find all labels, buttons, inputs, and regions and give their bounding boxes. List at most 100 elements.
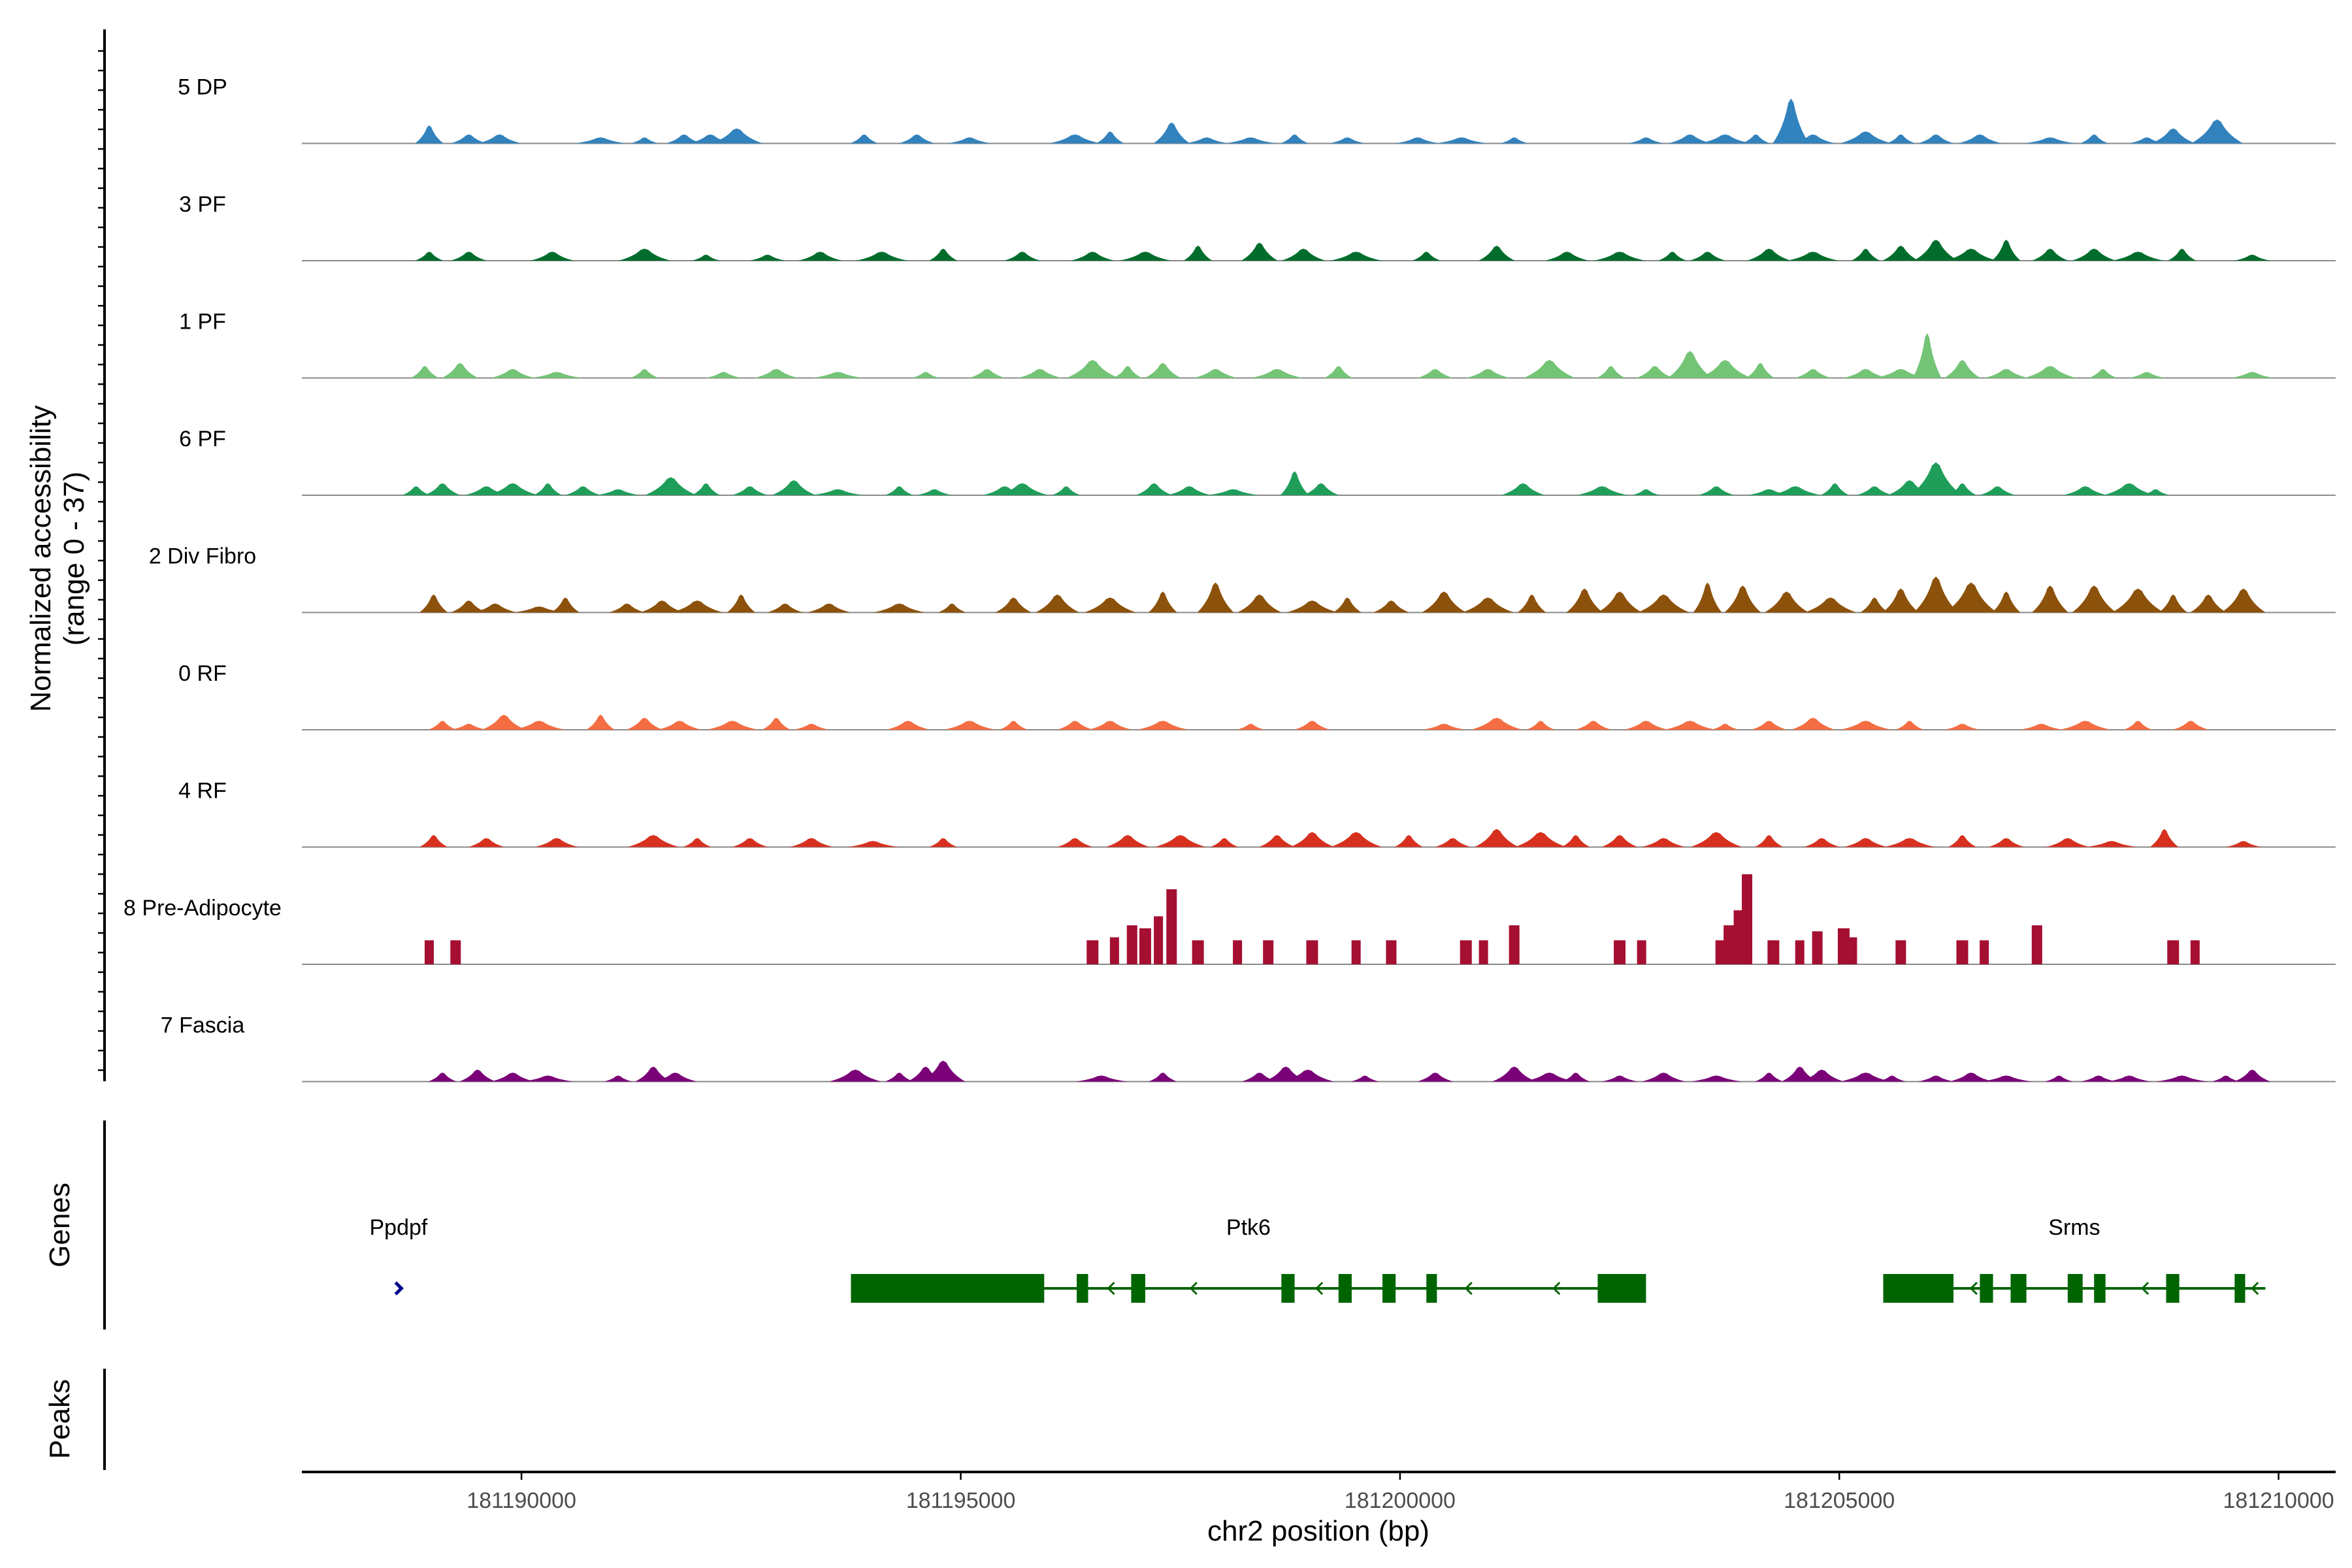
signal-peak [1566, 588, 1603, 613]
signal-peak [450, 134, 487, 144]
signal-peak [1193, 368, 1238, 378]
signal-peak [533, 483, 563, 495]
gene-ptk6: Ptk6 [851, 1215, 1646, 1303]
signal-peak [1250, 368, 1303, 378]
signal-peak [1799, 1070, 1844, 1082]
signal-peak [1280, 134, 1309, 144]
signal-peak [798, 252, 843, 261]
track-label: 6 PF [179, 427, 226, 451]
signal-peak [1526, 721, 1556, 730]
signal-peak [618, 248, 671, 261]
signal-peak [1596, 366, 1625, 378]
signal-peak [419, 594, 448, 613]
signal-block [1154, 916, 1164, 964]
signal-peak [1561, 835, 1590, 847]
signal-peak [627, 835, 679, 847]
signal-peak [1984, 368, 2029, 378]
signal-peak [2045, 838, 2090, 847]
signal-block [1126, 925, 1137, 964]
signal-peak [1096, 131, 1125, 144]
signal-peak [2190, 594, 2227, 613]
signal-peak [2088, 368, 2117, 378]
gene-srms: Srms [1883, 1215, 2266, 1303]
signal-block [1715, 940, 1726, 964]
signal-peak [2172, 721, 2210, 730]
y-axis-range: (range 0 - 37) [58, 472, 90, 646]
signal-peak [608, 603, 645, 613]
signal-peak [1699, 359, 1752, 378]
exon [2067, 1274, 2083, 1303]
signal-peak [1979, 486, 2016, 495]
signal-peak [2112, 588, 2164, 613]
signal-peak [1693, 582, 1722, 613]
signal-peak [1523, 1072, 1576, 1082]
signal-peak [885, 1072, 914, 1082]
signal-peak [1241, 242, 1278, 261]
signal-peak [849, 134, 879, 144]
signal-block [1895, 940, 1906, 964]
signal-peak [1641, 1072, 1686, 1082]
signal-block [1351, 940, 1361, 964]
signal-peak [806, 603, 851, 613]
signal-peak [885, 486, 914, 495]
signal-peak [911, 372, 940, 378]
signal-peak [1750, 721, 1788, 730]
signal-peak [482, 715, 527, 730]
signal-peak [1514, 832, 1567, 847]
signal-peak [2230, 372, 2275, 378]
signal-peak [1754, 835, 1784, 847]
signal-peak [1084, 597, 1137, 613]
signal-peak [604, 1075, 633, 1082]
signal-peak [1843, 368, 1888, 378]
track-9: 7 Fascia [161, 1013, 2336, 1083]
signal-peak [1991, 239, 2021, 261]
signal-peak [653, 1072, 698, 1082]
genes-panel-label: Genes [44, 1183, 76, 1267]
signal-peak [1462, 597, 1514, 613]
track-label: 7 Fascia [161, 1013, 245, 1038]
signal-peak [490, 368, 535, 378]
signal-peak [1667, 134, 1712, 144]
signal-peak [1944, 248, 1997, 261]
strand-arrow [2141, 1281, 2149, 1296]
signal-peak [1066, 359, 1119, 378]
signal-peak [789, 838, 834, 847]
track-label: 5 DP [178, 75, 227, 100]
track-1: 5 DP [178, 75, 2336, 144]
signal-peak [1492, 1066, 1537, 1082]
exon [2234, 1274, 2246, 1303]
signal-peak [450, 252, 487, 261]
signal-peak [521, 1075, 574, 1082]
signal-peak [513, 721, 566, 730]
signal-peak [938, 603, 967, 613]
signal-block [1637, 940, 1646, 964]
signal-peak [442, 363, 479, 378]
signal-block [1956, 940, 1968, 964]
signal-peak [1412, 252, 1441, 261]
signal-block [450, 940, 461, 964]
signal-peak [1987, 838, 2025, 847]
strand-arrow [1189, 1281, 1198, 1296]
signal-peak [1290, 832, 1335, 847]
signal-peak [1839, 131, 1892, 144]
signal-peak [1113, 366, 1143, 378]
signal-block [1386, 940, 1397, 964]
signal-peak [1435, 137, 1488, 144]
signal-peak [1948, 483, 1977, 495]
signal-peak [1197, 582, 1234, 613]
signal-peak [1918, 1075, 1955, 1082]
signal-peak [1803, 838, 1840, 847]
signal-block [1166, 889, 1177, 964]
signal-peak [1544, 252, 1590, 261]
signal-peak [1280, 471, 1309, 495]
signal-peak [2080, 1075, 2117, 1082]
signal-peak [486, 483, 539, 495]
signal-peak [1049, 134, 1102, 144]
signal-peak [2023, 137, 2076, 144]
signal-peak [710, 128, 763, 144]
signal-peak [766, 603, 804, 613]
signal-peak [731, 838, 768, 847]
x-tick-label: 181195000 [906, 1488, 1016, 1513]
signal-peak [1804, 597, 1857, 613]
